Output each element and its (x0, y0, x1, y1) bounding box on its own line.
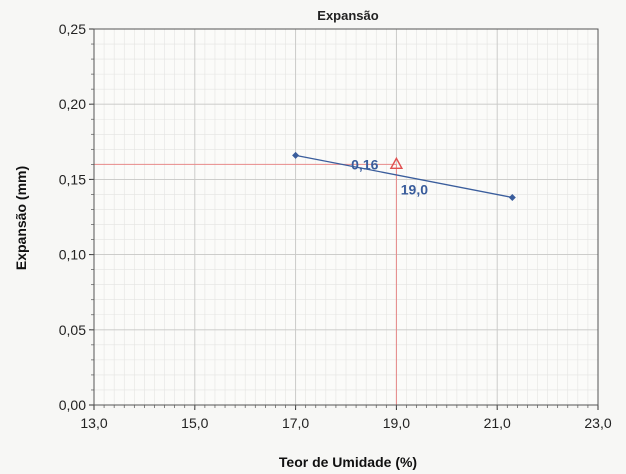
x-tick-label: 15,0 (181, 415, 208, 431)
x-tick-label: 21,0 (484, 415, 511, 431)
plot-border (93, 28, 599, 406)
y-tick-label: 0,15 (59, 171, 86, 187)
y-tick-label: 0,20 (59, 96, 86, 112)
data-point (292, 151, 300, 159)
optimum-marker (389, 156, 404, 170)
y-tick-label: 0,05 (59, 322, 86, 338)
x-tick-label: 23,0 (584, 415, 611, 431)
plot-area: 13,0 15,0 17,0 19,0 21,0 23,0 0,00 0,05 0,10 0,15… (59, 21, 612, 431)
x-tick-label: 13,0 (80, 415, 107, 431)
y-tick-label: 0,10 (59, 247, 86, 263)
x-tick-label: 19,0 (383, 415, 410, 431)
y-tick-label: 0,00 (59, 397, 86, 413)
optimum-x-label: 19,0 (401, 181, 428, 197)
x-axis-label: Teor de Umidade (%) (279, 454, 417, 470)
x-tick-label: 17,0 (282, 415, 309, 431)
series-line (295, 154, 513, 199)
y-tick-label: 0,25 (59, 21, 86, 37)
optimum-y-label: 0,16 (351, 156, 378, 172)
data-point (508, 193, 516, 201)
y-axis-label: Expansão (mm) (13, 166, 29, 270)
chart-title: Expansão (317, 8, 378, 23)
